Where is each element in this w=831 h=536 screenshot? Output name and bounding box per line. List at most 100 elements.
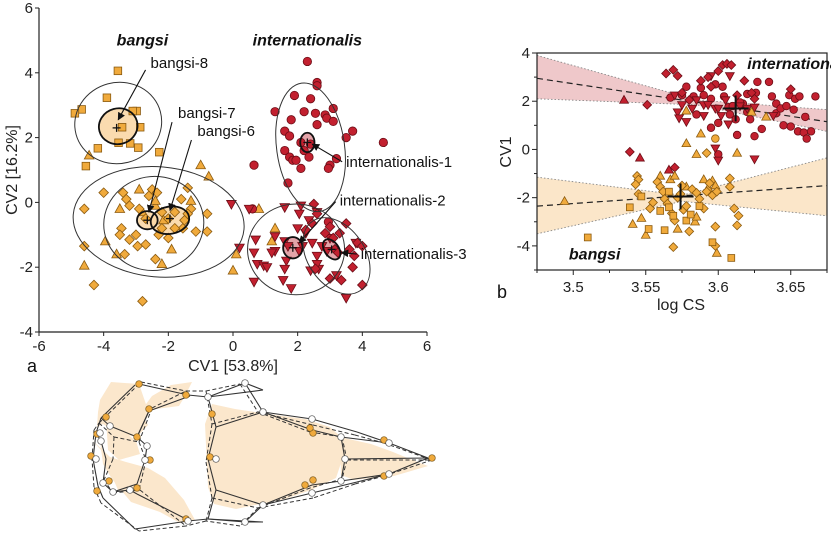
point-internationalis-triangle-up bbox=[663, 164, 675, 174]
point-internationalis-3 bbox=[335, 274, 347, 286]
b-group-label-bangsi: bangsi bbox=[569, 246, 621, 263]
point-bangsi-6 bbox=[140, 213, 152, 224]
skull-edge bbox=[340, 436, 346, 460]
point-internationalis-1 bbox=[310, 108, 321, 118]
point-bangsi-6 bbox=[175, 193, 187, 205]
point-bangsi-7 bbox=[133, 183, 145, 194]
point-internationalis-triangle-down bbox=[681, 118, 692, 128]
point-internationalis-3 bbox=[356, 240, 368, 252]
point-internationalis-diamond bbox=[713, 66, 724, 77]
point-bangsi-square bbox=[665, 187, 673, 196]
a-y-axis-title: CV2 [16.2%] bbox=[4, 125, 21, 215]
point-bangsi-triangle-up bbox=[746, 106, 757, 116]
skull-edge bbox=[109, 425, 138, 438]
point-internationalis-2 bbox=[279, 264, 291, 275]
ellipse-internationalis-3-mean bbox=[321, 238, 342, 261]
point-bangsi-6 bbox=[150, 253, 161, 265]
point-internationalis-1 bbox=[312, 81, 322, 91]
point-bangsi-6 bbox=[124, 200, 135, 212]
point-bangsi-triangle-up bbox=[559, 195, 570, 205]
point-bangsi-square bbox=[665, 203, 673, 212]
point-bangsi-8 bbox=[102, 93, 112, 102]
point-internationalis-3 bbox=[327, 232, 339, 244]
centroid-internationalis bbox=[722, 95, 749, 122]
point-bangsi-8 bbox=[113, 66, 123, 76]
point-bangsi-8 bbox=[114, 138, 123, 147]
annotation-label-bangsi-6: bangsi-6 bbox=[197, 123, 255, 140]
ellipse-bangsi-8-mean bbox=[98, 107, 139, 146]
point-bangsi-6 bbox=[78, 240, 90, 252]
point-internationalis-triangle-down bbox=[710, 144, 721, 154]
point-internationalis-2 bbox=[225, 200, 237, 210]
point-internationalis-circle bbox=[806, 127, 816, 136]
skull-edge bbox=[134, 520, 189, 530]
landmark-white bbox=[341, 455, 349, 463]
point-bangsi-diamond bbox=[701, 148, 712, 159]
point-bangsi-7 bbox=[269, 222, 281, 233]
skull-edge bbox=[136, 410, 150, 438]
point-internationalis-2 bbox=[292, 224, 304, 235]
skull-edge-dashed bbox=[309, 431, 343, 438]
point-bangsi-triangle-up bbox=[672, 223, 683, 233]
landmark-white bbox=[204, 393, 212, 401]
point-bangsi-diamond bbox=[732, 220, 743, 231]
skull-edge-dashed bbox=[354, 475, 385, 485]
b-x-tick-label: 3.5 bbox=[563, 279, 584, 296]
point-internationalis-circle bbox=[764, 77, 774, 87]
point-internationalis-diamond bbox=[684, 95, 695, 105]
landmark-white bbox=[241, 379, 249, 387]
a-group-ellipses bbox=[72, 81, 371, 296]
skull-edge bbox=[340, 458, 346, 482]
point-bangsi-7 bbox=[203, 170, 215, 181]
point-internationalis-diamond bbox=[677, 87, 687, 98]
skull-edge bbox=[311, 481, 358, 494]
b-group-label-internationalis: internationalis bbox=[747, 56, 831, 73]
point-internationalis-1 bbox=[304, 152, 314, 162]
ellipse-internationalis-1-mean bbox=[299, 131, 316, 154]
point-internationalis-triangle-down bbox=[713, 156, 724, 166]
point-bangsi-7 bbox=[195, 159, 207, 170]
a-y-tick-label: -2 bbox=[20, 259, 33, 276]
skull-region-4 bbox=[106, 416, 140, 460]
point-bangsi-diamond bbox=[710, 221, 721, 232]
point-internationalis-1 bbox=[302, 56, 312, 67]
skull-edge-dashed bbox=[239, 383, 259, 413]
point-internationalis-triangle-down bbox=[724, 72, 735, 82]
point-internationalis-1 bbox=[289, 90, 300, 101]
point-internationalis-diamond bbox=[706, 81, 716, 92]
point-bangsi-diamond bbox=[684, 226, 695, 237]
ellipse-internationalis-2-mean bbox=[282, 236, 304, 260]
point-internationalis-circle bbox=[767, 92, 777, 101]
point-internationalis-2 bbox=[250, 235, 262, 246]
point-internationalis-3 bbox=[347, 261, 358, 273]
skull-edge-dashed bbox=[91, 429, 95, 460]
point-bangsi-square bbox=[708, 238, 717, 247]
point-bangsi-6 bbox=[137, 295, 148, 307]
ellipse-bangsi-6-group bbox=[103, 175, 205, 272]
point-internationalis-2 bbox=[311, 251, 323, 262]
point-bangsi-diamond bbox=[711, 186, 722, 197]
point-bangsi-square bbox=[637, 192, 646, 201]
skull-edge-dashed bbox=[100, 502, 140, 532]
skull-edge-dashed bbox=[257, 497, 314, 509]
band-upper-bangsi bbox=[537, 157, 827, 196]
b-y-tick-label: -4 bbox=[517, 238, 530, 255]
point-bangsi-square bbox=[583, 233, 592, 242]
landmark-orange bbox=[133, 433, 141, 441]
panel-b-allometry: 3.5 3.55 3.6 3.65 -4 -2 0 2 4 log CS CV1 b inter… bbox=[497, 45, 831, 314]
point-bangsi-8 bbox=[81, 161, 91, 171]
centroid-bangsi-6 bbox=[165, 214, 174, 223]
landmark-white bbox=[308, 415, 316, 423]
skull-edge-dashed bbox=[103, 458, 114, 481]
point-bangsi-square bbox=[695, 202, 704, 210]
point-bangsi-6 bbox=[124, 234, 135, 246]
point-internationalis-2 bbox=[266, 248, 278, 259]
point-internationalis-3 bbox=[324, 273, 336, 284]
point-internationalis-2 bbox=[243, 204, 255, 215]
skull-edge-dashed bbox=[91, 458, 95, 488]
point-internationalis-diamond bbox=[726, 60, 737, 71]
point-internationalis-diamond bbox=[695, 75, 706, 86]
point-internationalis-1 bbox=[328, 103, 338, 114]
point-internationalis-diamond bbox=[624, 146, 635, 157]
point-bangsi-triangle-up bbox=[732, 147, 743, 157]
